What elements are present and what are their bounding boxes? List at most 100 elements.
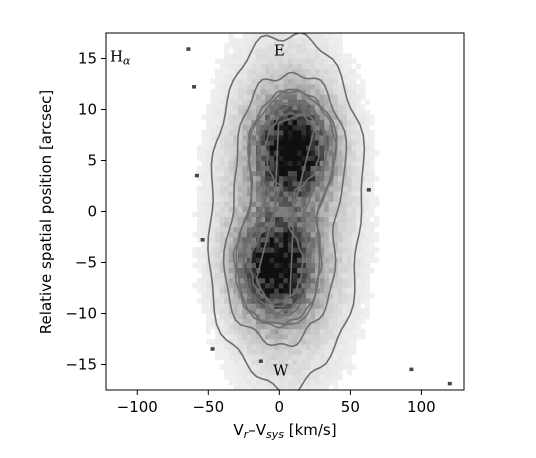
heatmap-cell: [215, 221, 221, 228]
heatmap-cell: [369, 150, 375, 156]
heatmap-cell: [296, 73, 302, 80]
heatmap-cell: [201, 211, 207, 217]
heatmap-cell: [260, 58, 266, 64]
heatmap-cell: [306, 293, 311, 299]
heatmap-cell: [292, 73, 298, 80]
heatmap-cell: [324, 262, 330, 268]
heatmap-cell: [324, 242, 330, 248]
heatmap-cell: [269, 150, 275, 156]
heatmap-cell: [283, 374, 289, 381]
heatmap-cell: [269, 196, 275, 202]
heatmap-cell: [287, 252, 293, 258]
heatmap-cell: [333, 247, 339, 253]
heatmap-cell: [296, 33, 302, 39]
heatmap-cell: [274, 186, 280, 192]
heatmap-cell: [228, 298, 234, 304]
heatmap-cell: [328, 150, 334, 156]
heatmap-cell: [333, 94, 339, 100]
heatmap-cell: [265, 374, 271, 381]
heatmap-cell: [292, 140, 298, 146]
heatmap-cell: [356, 155, 361, 161]
heatmap-cell: [365, 145, 371, 151]
heatmap-cell: [256, 89, 261, 95]
heatmap-cell: [346, 68, 352, 75]
heatmap-cell: [287, 262, 293, 268]
heatmap-cell: [274, 354, 280, 360]
heatmap-cell: [292, 384, 298, 390]
heatmap-cell: [219, 201, 225, 207]
heatmap-cell: [206, 180, 211, 187]
heatmap-cell: [333, 58, 339, 64]
heatmap-cell: [319, 242, 325, 248]
heatmap-cell: [315, 262, 321, 268]
heatmap-cell: [215, 145, 221, 151]
heatmap-cell: [233, 129, 239, 136]
y-tick-label: −15: [65, 356, 97, 374]
heatmap-cell: [242, 369, 248, 376]
heatmap-cell: [365, 308, 371, 314]
heatmap-cell: [237, 303, 243, 309]
heatmap-cell: [315, 288, 321, 294]
heatmap-cell: [246, 43, 252, 49]
heatmap-cell: [360, 94, 366, 100]
heatmap-cell: [292, 165, 298, 172]
heatmap-cell: [360, 252, 366, 258]
heatmap-cell: [292, 328, 298, 335]
heatmap-cell: [260, 150, 266, 156]
heatmap-cell: [346, 226, 352, 233]
heatmap-cell: [296, 211, 302, 217]
heatmap-cell: [201, 221, 207, 228]
heatmap-cell: [333, 293, 339, 299]
heatmap-cell: [237, 339, 243, 345]
heatmap-cell: [224, 206, 230, 212]
heatmap-cell: [269, 277, 275, 284]
heatmap-cell: [356, 262, 361, 268]
heatmap-cell: [242, 150, 248, 156]
heatmap-cell: [328, 114, 334, 121]
heatmap-cell: [242, 119, 248, 126]
heatmap-cell: [278, 257, 284, 263]
heatmap-cell: [301, 119, 307, 126]
heatmap-cell: [346, 277, 352, 284]
heatmap-cell: [278, 104, 284, 110]
heatmap-cell: [365, 135, 371, 141]
heatmap-cell: [269, 73, 275, 80]
heatmap-cell: [319, 221, 325, 228]
heatmap-cell: [246, 344, 252, 350]
heatmap-cell: [306, 38, 311, 44]
heatmap-cell: [365, 191, 371, 197]
heatmap-cell: [206, 339, 211, 345]
heatmap-cell: [274, 231, 280, 238]
heatmap-cell: [228, 38, 234, 44]
heatmap-cell: [228, 252, 234, 258]
heatmap-cell: [337, 48, 343, 54]
heatmap-cell: [360, 124, 366, 131]
heatmap-cell: [246, 124, 252, 131]
heatmap-cell: [256, 257, 261, 263]
heatmap-cell: [274, 78, 280, 85]
heatmap-cell: [201, 145, 207, 151]
heatmap-cell: [215, 78, 221, 85]
heatmap-cell: [292, 68, 298, 75]
heatmap-cell: [215, 262, 221, 268]
heatmap-cell: [219, 216, 225, 223]
heatmap-cell: [324, 293, 330, 299]
heatmap-cell: [274, 374, 280, 381]
heatmap-cell: [287, 308, 293, 314]
heatmap-cell: [287, 318, 293, 325]
heatmap-cell: [333, 288, 339, 294]
heatmap-cell: [324, 333, 330, 340]
heatmap-cell: [201, 170, 207, 177]
heatmap-cell: [269, 272, 275, 279]
heatmap-cell: [269, 175, 275, 182]
heatmap-cell: [287, 135, 293, 141]
heatmap-cell: [301, 114, 307, 121]
heatmap-cell: [328, 252, 334, 258]
heatmap-cell: [356, 242, 361, 248]
heatmap-cell: [251, 180, 257, 187]
heatmap-cell: [265, 298, 271, 304]
heatmap-cell: [319, 180, 325, 187]
heatmap-cell: [365, 257, 371, 263]
heatmap-cell: [315, 293, 321, 299]
heatmap-cell: [369, 237, 375, 243]
